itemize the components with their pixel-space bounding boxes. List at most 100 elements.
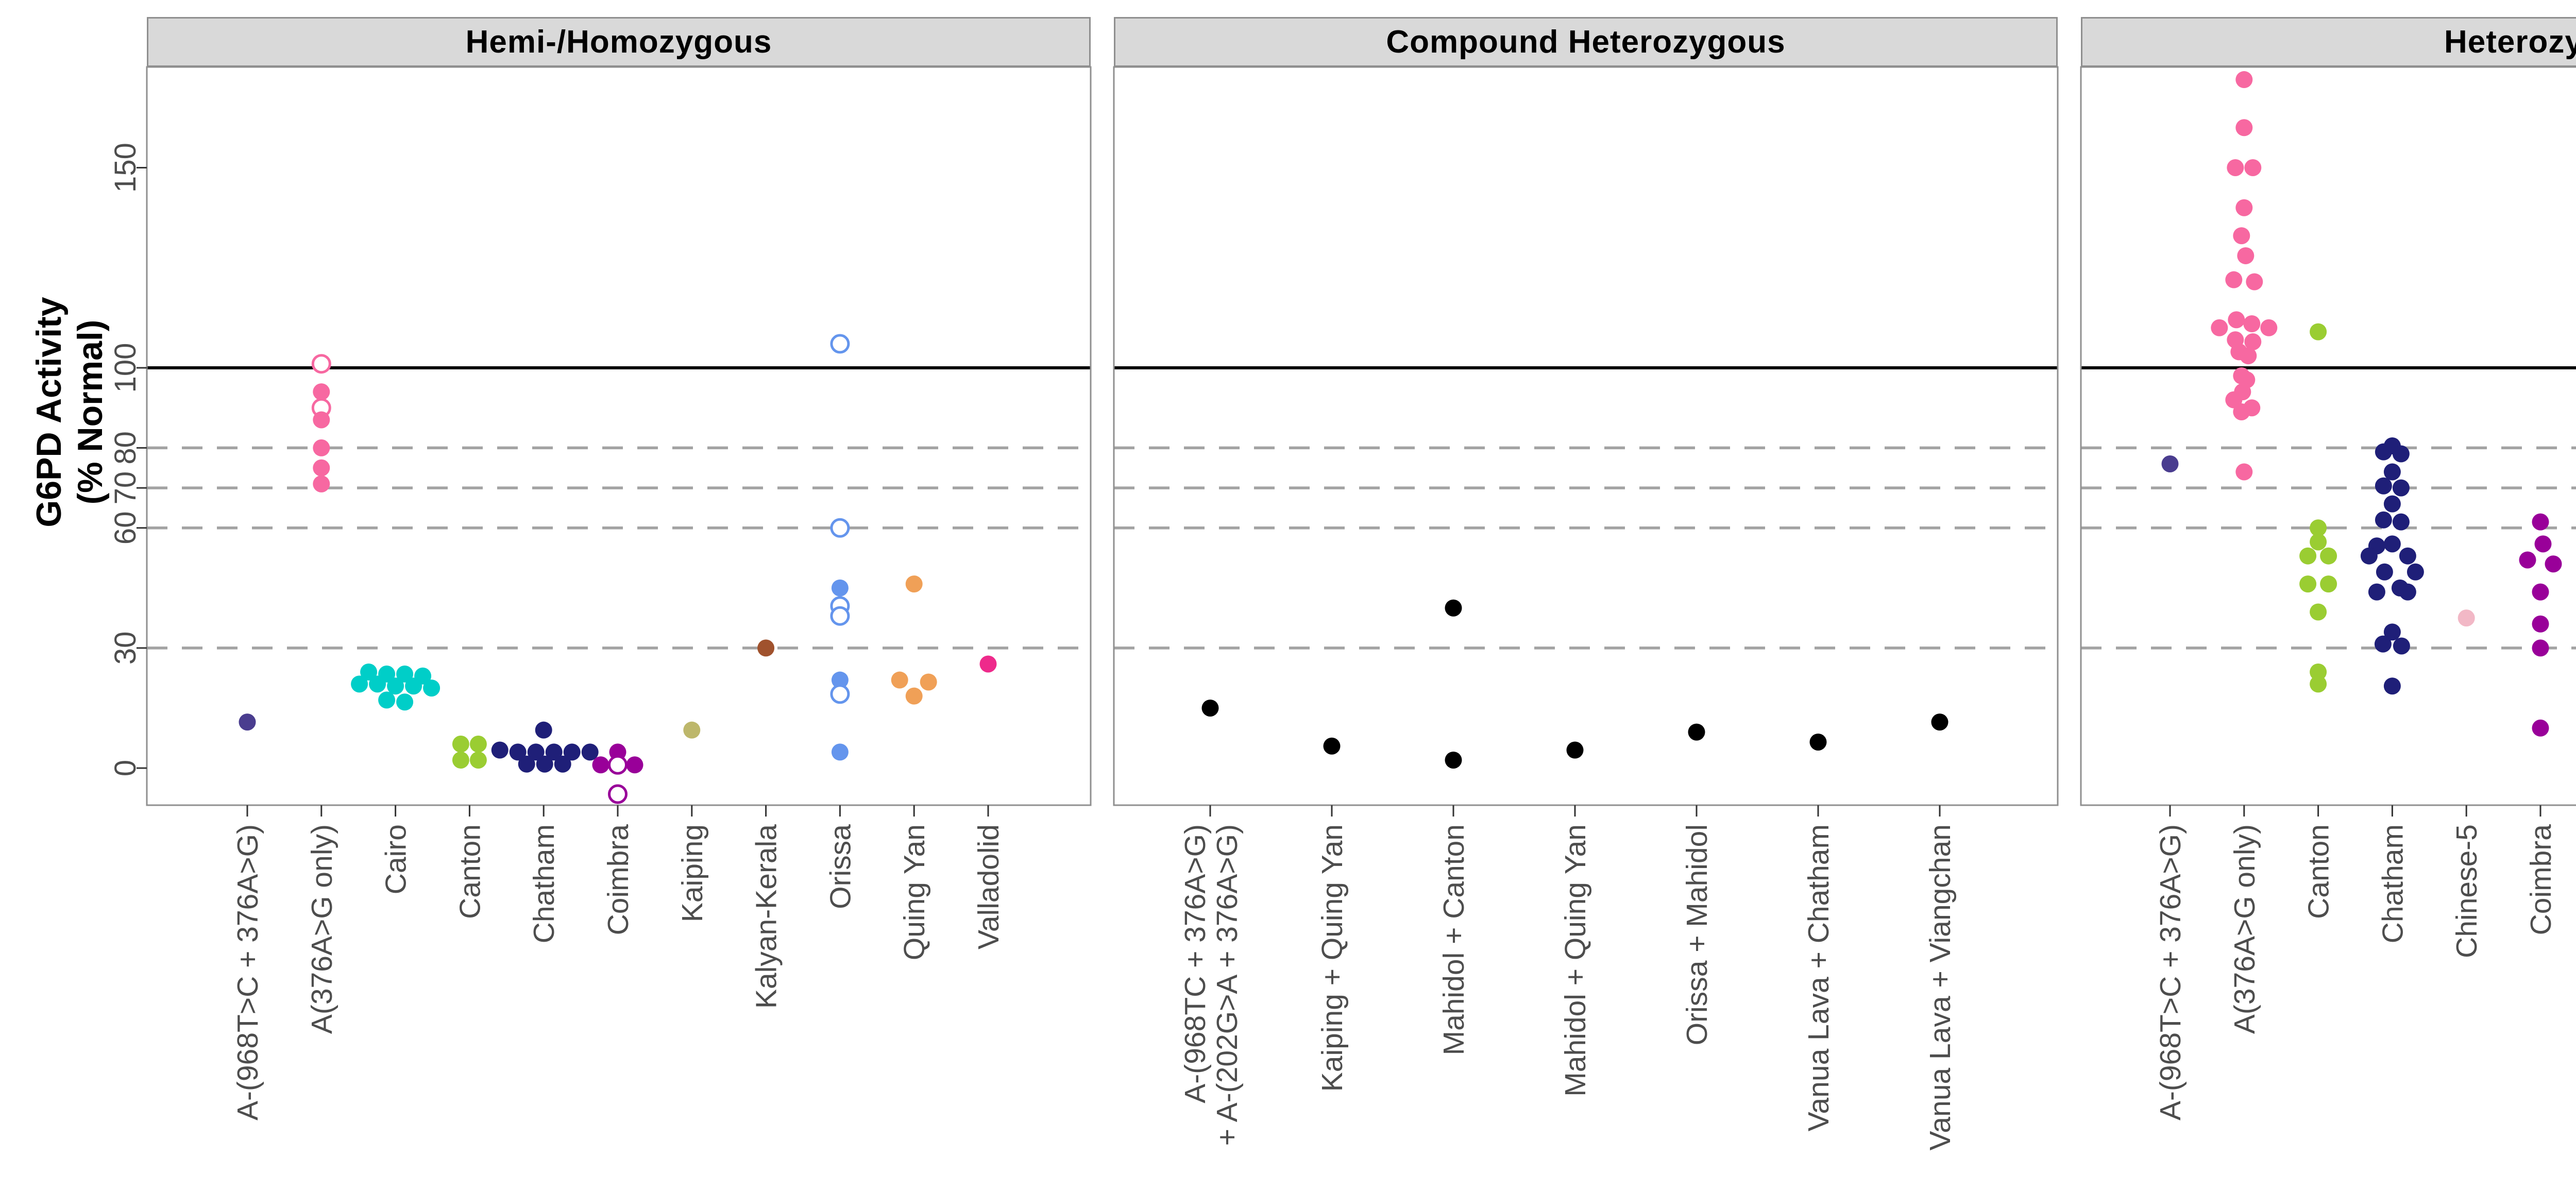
data-point-Chatham	[2375, 443, 2392, 461]
data-point-Valladolid	[979, 655, 997, 673]
data-point-Canton	[2310, 675, 2327, 693]
data-point-Chatham	[2393, 637, 2410, 655]
data-point-Cairo	[360, 664, 378, 681]
data-point-Canton	[2310, 603, 2327, 621]
y-tick-label-60: 60	[109, 512, 142, 545]
data-point-Chatham	[581, 743, 599, 761]
data-point-Coimbra	[2532, 615, 2549, 633]
data-point-Canton	[2310, 664, 2327, 681]
data-point-Canton	[469, 751, 487, 769]
data-point-Cairo	[378, 691, 396, 709]
data-point-A-(968T>C + 376A>G)	[239, 713, 256, 731]
data-point-Orissa	[831, 579, 849, 597]
data-point-Chatham	[2383, 535, 2401, 553]
data-point-Chatham	[2399, 583, 2416, 601]
data-point-Mahidol + Canton	[1445, 599, 1462, 617]
panel-strip-compound-heterozygous: Compound Heterozygous	[1114, 17, 2058, 67]
data-point-Canton	[2310, 519, 2327, 537]
y-axis-title: G6PD Activity (% Normal)	[28, 297, 111, 527]
data-point-Kaiping	[683, 721, 701, 739]
data-point-Chatham	[563, 743, 581, 761]
data-point-Canton	[452, 751, 469, 769]
data-point-A(376A>G only)	[2235, 119, 2253, 137]
x-tick-label: Quing Yan	[898, 824, 931, 960]
panel-border	[2080, 66, 2576, 806]
data-point-Cairo	[423, 679, 440, 697]
data-point-open-A(376A>G only)	[311, 354, 331, 374]
data-point-Orissa + Mahidol	[1688, 723, 1705, 741]
data-point-Chatham	[554, 755, 571, 773]
data-point-A(376A>G only)	[2235, 199, 2253, 216]
panel-title-compound-heterozygous: Compound Heterozygous	[1386, 24, 1786, 60]
data-point-Cairo	[387, 677, 404, 695]
y-tick-label-150: 150	[109, 143, 142, 193]
data-point-Chatham	[545, 743, 563, 761]
data-point-Chatham	[535, 721, 552, 739]
y-tick-label-70: 70	[109, 471, 142, 505]
data-point-A(376A>G only)	[2246, 273, 2263, 291]
data-point-Coimbra	[2519, 551, 2536, 569]
data-point-Chatham	[2383, 677, 2401, 695]
data-point-Coimbra	[2545, 555, 2562, 573]
data-point-Chatham	[2368, 583, 2385, 601]
x-tick-label: Coimbra	[2524, 824, 2557, 936]
x-tick-label: Chatham	[528, 824, 561, 943]
data-point-Chatham	[2375, 477, 2392, 495]
data-point-Quing Yan	[905, 687, 923, 705]
data-point-Chatham	[2399, 547, 2416, 565]
data-point-Canton	[2320, 547, 2337, 565]
data-point-Coimbra	[626, 756, 643, 774]
data-point-A(376A>G only)	[2260, 319, 2278, 336]
data-point-A-(968T>C + 376A>G)	[2161, 455, 2179, 472]
y-axis-title-line2: (% Normal)	[71, 319, 110, 505]
panel-strip-hemi-homozygous: Hemi-/Homozygous	[147, 17, 1091, 67]
data-point-Coimbra	[2532, 513, 2549, 531]
data-point-Cairo	[405, 677, 422, 695]
x-tick-label: Mahidol + Canton	[1437, 824, 1470, 1055]
x-tick-label: Canton	[2302, 824, 2335, 919]
data-point-open-Coimbra	[608, 784, 628, 804]
x-tick-label: Cairo	[380, 824, 413, 894]
x-tick-label: A-(968TC + 376A>G)	[1179, 824, 1212, 1103]
panel-title-heterozygous: Heterozygous	[2444, 24, 2576, 60]
data-point-Chatham	[2360, 547, 2378, 565]
data-point-Vanua Lava + Viangchan	[1931, 713, 1948, 731]
data-point-Chatham	[536, 755, 553, 773]
data-point-Chatham	[2392, 513, 2410, 531]
data-point-Chatham	[2392, 445, 2410, 463]
data-point-A(376A>G only)	[2244, 159, 2262, 176]
data-point-A(376A>G only)	[2225, 271, 2243, 288]
data-point-A(376A>G only)	[2244, 333, 2262, 350]
y-axis-title-line1: G6PD Activity	[29, 297, 69, 528]
x-tick-label: Mahidol + Quing Yan	[1559, 824, 1592, 1097]
x-tick-label: Coimbra	[602, 824, 635, 936]
data-point-Kaiping + Quing Yan	[1323, 737, 1341, 755]
data-point-Coimbra	[2532, 583, 2549, 601]
data-point-A(376A>G only)	[2235, 71, 2253, 89]
data-point-Canton	[2310, 323, 2327, 341]
data-point-A(376A>G only)	[2227, 159, 2244, 176]
data-point-A(376A>G only)	[2233, 403, 2250, 420]
data-point-Chatham	[2406, 563, 2424, 581]
data-point-A(376A>G only)	[2243, 315, 2261, 333]
data-point-Cairo	[396, 665, 414, 683]
x-tick-label: A-(968T>C + 376A>G)	[2154, 824, 2187, 1120]
y-tick-label-0: 0	[109, 760, 142, 776]
data-point-Canton	[469, 735, 487, 753]
data-point-A(376A>G only)	[2240, 347, 2257, 365]
data-point-Chinese-5	[2458, 609, 2475, 627]
y-tick-label-100: 100	[109, 343, 142, 393]
x-tick-label: Valladolid	[972, 824, 1005, 949]
data-point-A(376A>G only)	[313, 383, 330, 401]
data-point-Chatham	[2376, 563, 2393, 581]
data-point-Chatham	[509, 743, 527, 761]
data-point-A(376A>G only)	[2237, 247, 2255, 264]
data-point-A(376A>G only)	[313, 439, 330, 456]
x-tick-label: A-(968T>C + 376A>G)	[231, 824, 264, 1120]
x-tick-label: Canton	[453, 824, 486, 919]
data-point-A(376A>G only)	[313, 475, 330, 492]
data-point-Chatham	[2383, 495, 2401, 513]
data-point-A(376A>G only)	[2211, 319, 2228, 336]
